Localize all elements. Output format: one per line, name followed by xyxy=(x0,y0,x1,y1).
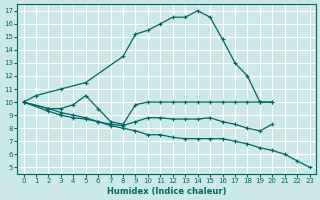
X-axis label: Humidex (Indice chaleur): Humidex (Indice chaleur) xyxy=(107,187,226,196)
